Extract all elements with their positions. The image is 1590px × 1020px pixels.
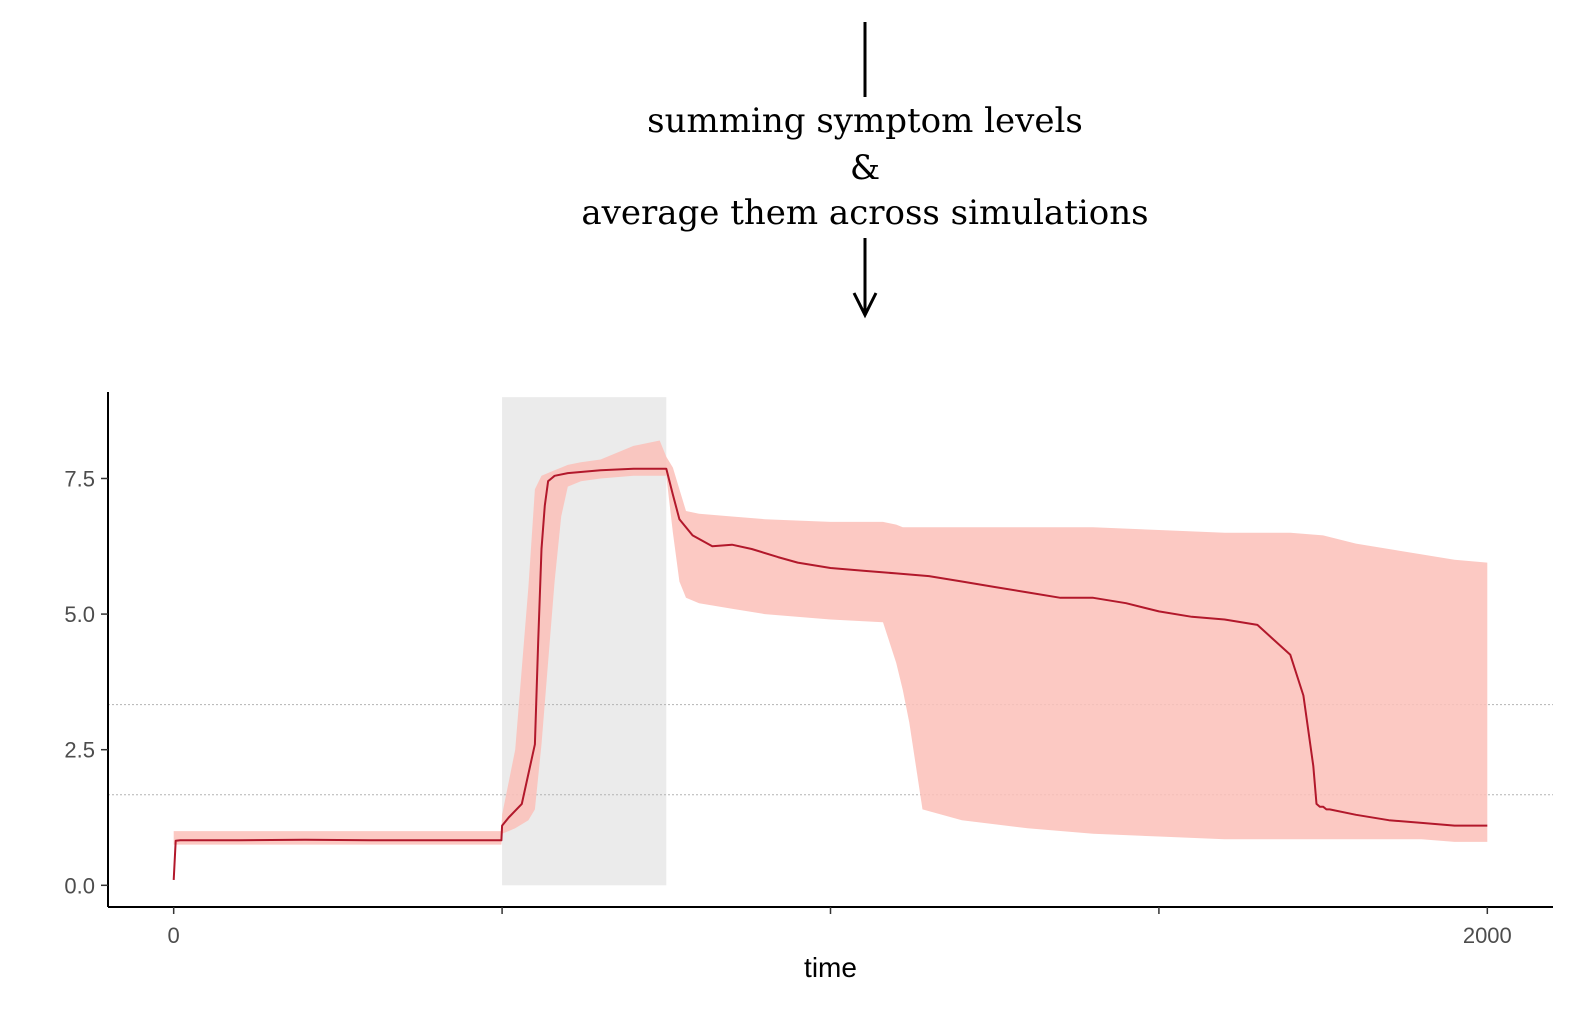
x-axis-title: time	[804, 952, 857, 983]
y-tick-label: 2.5	[64, 738, 95, 763]
plot-area	[108, 397, 1553, 886]
x-tick-label: 0	[168, 923, 180, 948]
annotation-line-3: average them across simulations	[581, 193, 1149, 233]
y-tick-label: 7.5	[64, 466, 95, 491]
y-tick-label: 0.0	[64, 873, 95, 898]
annotation-line-2: &	[849, 148, 881, 188]
x-tick-label: 2000	[1463, 923, 1512, 948]
annotation: summing symptom levels & average them ac…	[0, 0, 1590, 340]
y-tick-label: 5.0	[64, 602, 95, 627]
series-line-1	[172, 467, 1488, 880]
annotation-line-1: summing symptom levels	[647, 101, 1083, 141]
axes: 0.0 2.5 5.0 7.5 0 2000	[64, 392, 1553, 948]
annotation-arrows	[852, 22, 878, 319]
arrow-head	[852, 292, 878, 319]
confidence-band	[173, 440, 1488, 845]
